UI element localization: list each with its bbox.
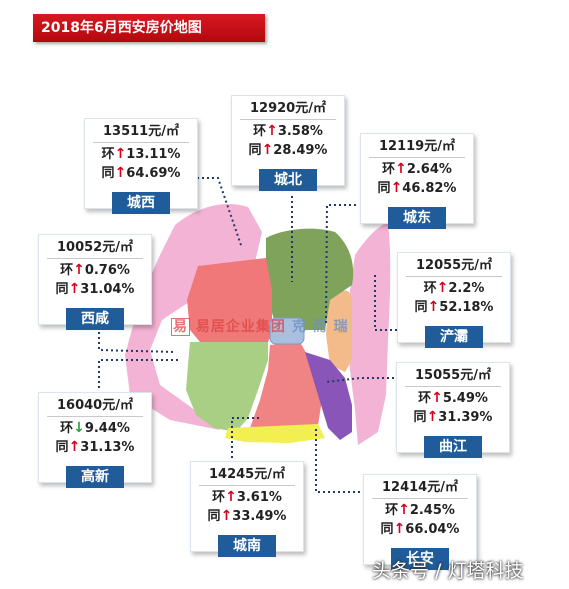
district-name-badge: 城东	[388, 207, 446, 229]
leader-changan	[315, 428, 365, 493]
region-chanba	[348, 222, 391, 445]
region-chengdong	[326, 290, 352, 372]
arrow-up-icon: ↑	[220, 508, 233, 524]
district-name-badge: 西咸	[66, 308, 124, 330]
region-qujiang	[305, 352, 352, 440]
yoy-row: 同↑31.04%	[55, 281, 135, 297]
leader-lines	[98, 177, 404, 493]
mom-row: 环↑5.49%	[418, 390, 488, 406]
price: 12414元/㎡	[382, 480, 458, 495]
price: 12920元/㎡	[250, 101, 326, 116]
divider	[47, 416, 143, 417]
leader-chengxi	[197, 177, 243, 249]
yoy-row: 同↑46.82%	[377, 180, 457, 196]
arrow-up-icon: ↑	[68, 439, 81, 455]
arrow-up-icon: ↑	[114, 165, 127, 181]
yoy-row: 同↑31.39%	[413, 409, 493, 425]
region-center	[269, 317, 305, 345]
district-name-badge: 长安	[391, 548, 449, 570]
watermark-logo: 易 易居企业集团 克 而 瑞	[171, 316, 349, 336]
yoy-row: 同↑66.04%	[380, 521, 460, 537]
divider	[372, 498, 468, 499]
watermark-seal: 易	[171, 318, 190, 336]
district-card-qujiang: 15055元/㎡ 环↑5.49% 同↑31.39% 曲江	[396, 362, 510, 458]
district-card-chengdong: 12119元/㎡ 环↑2.64% 同↑46.82% 城东	[360, 133, 474, 229]
divider	[405, 386, 501, 387]
price: 12119元/㎡	[379, 139, 455, 154]
mom-row: 环↑2.2%	[423, 280, 485, 296]
mom-row: 环↑2.64%	[382, 161, 452, 177]
arrow-up-icon: ↑	[426, 409, 439, 425]
district-name-badge: 高新	[66, 466, 124, 488]
arrow-up-icon: ↑	[436, 280, 449, 296]
region-changan	[225, 424, 325, 443]
source-watermark: 头条号 / 灯塔科技	[372, 560, 524, 582]
region-chengnan	[250, 342, 322, 430]
arrow-up-icon: ↑	[390, 180, 403, 196]
arrow-up-icon: ↑	[431, 390, 443, 406]
mom-row: 环↑0.76%	[60, 262, 130, 278]
arrow-up-icon: ↑	[395, 161, 407, 177]
mom-row: 环↑3.58%	[253, 123, 323, 139]
divider	[199, 485, 295, 486]
district-name-badge: 曲江	[424, 436, 482, 458]
region-chengxi	[187, 258, 272, 345]
divider	[47, 258, 143, 259]
district-name-badge: 城南	[218, 535, 276, 557]
leader-qujiang	[325, 377, 404, 383]
district-name-badge: 浐灞	[425, 326, 483, 348]
arrow-up-icon: ↑	[261, 142, 274, 158]
price: 12055元/㎡	[416, 258, 492, 273]
region-xixian	[125, 204, 262, 430]
mom-row: 环↑13.11%	[101, 146, 181, 162]
district-card-chanba: 12055元/㎡ 环↑2.2% 同↑52.18% 浐灞	[397, 252, 511, 348]
arrow-down-icon: ↓	[73, 420, 85, 436]
price: 13511元/㎡	[103, 124, 179, 139]
district-name-badge: 城北	[259, 169, 317, 191]
price: 15055元/㎡	[415, 368, 491, 383]
region-gaoxin	[186, 342, 268, 432]
region-chengbei	[266, 228, 354, 330]
arrow-up-icon: ↑	[73, 262, 85, 278]
district-card-changan: 12414元/㎡ 环↑2.45% 同↑66.04% 长安	[363, 474, 477, 570]
arrow-up-icon: ↑	[393, 521, 406, 537]
district-card-chengnan: 14245元/㎡ 环↑3.61% 同↑33.49% 城南	[190, 461, 304, 557]
page-title: 2018年6月西安房价地图	[33, 14, 265, 42]
district-card-xixian: 10052元/㎡ 环↑0.76% 同↑31.04% 西咸	[38, 234, 152, 330]
yoy-row: 同↑33.49%	[207, 508, 287, 524]
arrow-up-icon: ↑	[68, 281, 81, 297]
yoy-row: 同↑31.13%	[55, 439, 135, 455]
yoy-row: 同↑28.49%	[248, 142, 328, 158]
yoy-row: 同↑64.69%	[101, 165, 181, 181]
leader-gaoxin	[98, 359, 178, 388]
arrow-up-icon: ↑	[266, 123, 278, 139]
price: 16040元/㎡	[57, 398, 133, 413]
divider	[406, 276, 502, 277]
leader-chanba	[374, 275, 398, 331]
district-card-chengxi: 13511元/㎡ 环↑13.11% 同↑64.69% 城西	[84, 118, 198, 214]
yoy-row: 同↑52.18%	[414, 299, 494, 315]
mom-row: 环↑3.61%	[212, 489, 282, 505]
district-name-badge: 城西	[112, 192, 170, 214]
price: 10052元/㎡	[57, 240, 133, 255]
mom-row: 环↑2.45%	[385, 502, 455, 518]
arrow-up-icon: ↑	[225, 489, 237, 505]
price: 14245元/㎡	[209, 467, 285, 482]
watermark-company: 易居企业集团	[195, 319, 286, 335]
arrow-up-icon: ↑	[398, 502, 410, 518]
divider	[240, 119, 336, 120]
watermark-brand: 克 而 瑞	[291, 319, 349, 335]
district-card-gaoxin: 16040元/㎡ 环↓9.44% 同↑31.13% 高新	[38, 392, 152, 488]
divider	[369, 157, 465, 158]
divider	[93, 142, 189, 143]
mom-row: 环↓9.44%	[60, 420, 130, 436]
arrow-up-icon: ↑	[114, 146, 127, 162]
leader-chengnan	[231, 417, 262, 458]
arrow-up-icon: ↑	[427, 299, 440, 315]
district-card-chengbei: 12920元/㎡ 环↑3.58% 同↑28.49% 城北	[231, 95, 345, 191]
